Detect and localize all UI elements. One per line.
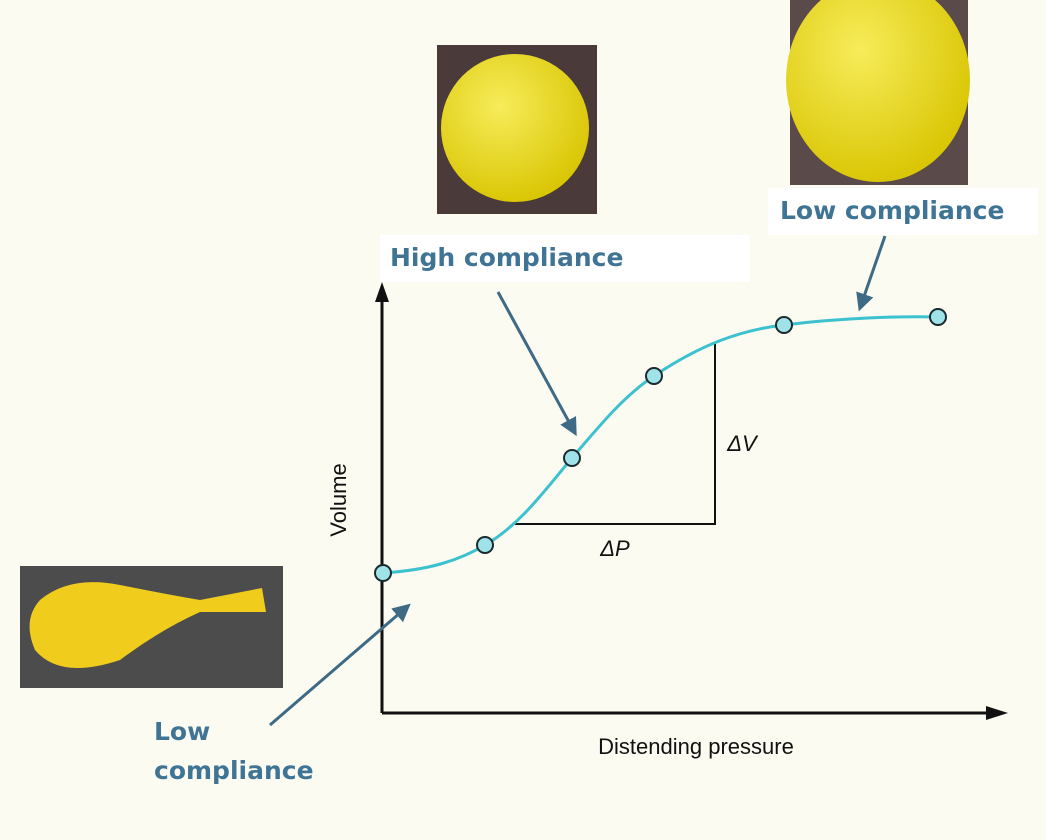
x-axis-arrow [986,706,1008,720]
callout-box [768,188,1038,235]
x-axis-label: Distending pressure [598,734,794,759]
curve-point [645,367,663,385]
curve-point [563,449,581,467]
arrow-high [496,291,577,437]
callout-box [380,235,750,282]
curve-point [775,316,793,334]
photo-inflated [437,45,597,214]
arrow-low-bottom [269,603,411,727]
callout-low-bottom: Low [154,717,210,746]
callout-low-bottom: compliance [154,756,314,785]
photo-overinflated [786,0,970,185]
arrow-low-top [856,235,887,312]
delta-v: ΔV [726,431,759,456]
photo-deflated [20,566,283,688]
y-axis-arrow [375,282,389,302]
delta-lines [515,343,716,525]
callout-low-top: Low compliance [780,196,1004,225]
callout-high: High compliance [390,243,623,272]
curve-point [929,308,947,326]
curve-points [374,308,947,582]
curve-point [374,564,392,582]
curve-point [476,536,494,554]
y-axis-label: Volume [326,463,351,536]
delta-p: ΔP [599,536,630,561]
